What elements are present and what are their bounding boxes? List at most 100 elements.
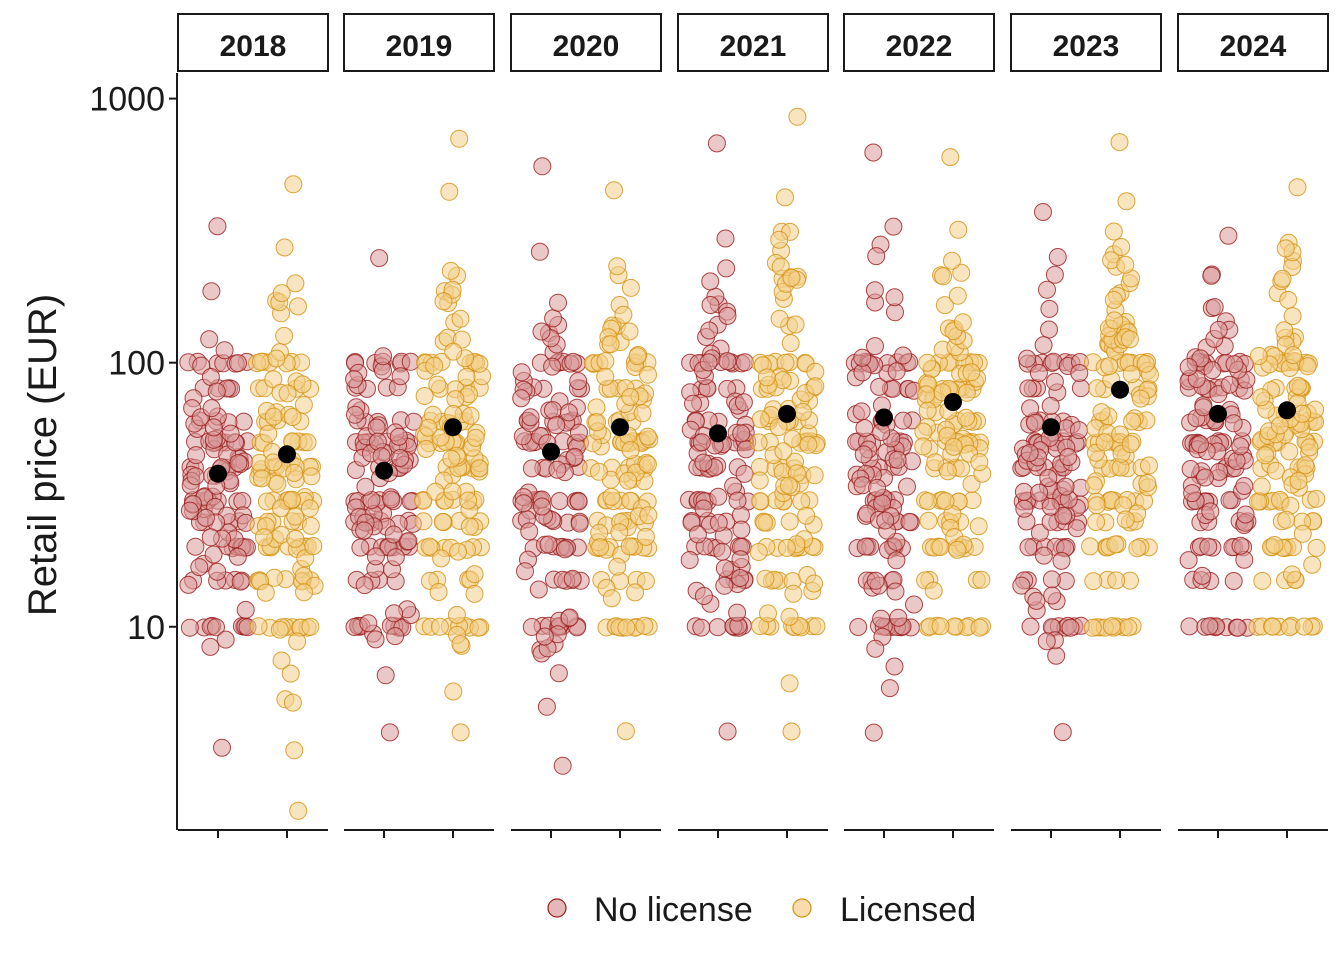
data-point-licensed (425, 356, 444, 375)
data-point-no-license (386, 548, 405, 567)
data-point-no-license (1201, 502, 1220, 521)
data-point-licensed (780, 674, 799, 693)
data-point-licensed (805, 466, 824, 485)
data-point-no-license (894, 346, 912, 365)
facet-panel-2024: 2024 (1177, 13, 1329, 838)
data-point-licensed (626, 583, 645, 602)
data-point-licensed (270, 620, 289, 639)
data-point-no-license (701, 296, 720, 314)
data-point-no-license (699, 353, 718, 372)
data-point-licensed (285, 741, 304, 760)
data-point-no-license (1220, 375, 1239, 394)
data-point-licensed (1252, 388, 1271, 407)
data-point-no-license (1018, 349, 1037, 368)
data-point-no-license (1034, 546, 1053, 565)
data-point-licensed (460, 517, 479, 536)
data-point-licensed (774, 442, 793, 461)
data-point-licensed (781, 334, 800, 353)
data-point-licensed (1088, 379, 1107, 398)
data-point-no-license (1047, 646, 1066, 665)
data-point-licensed (298, 433, 317, 452)
data-point-no-license (196, 508, 215, 527)
data-point-no-license (732, 424, 751, 443)
data-point-licensed (970, 618, 989, 637)
data-point-no-license (570, 514, 589, 533)
data-point-licensed (619, 471, 638, 490)
data-point-licensed (1138, 474, 1157, 492)
mean-dot-no-license (542, 442, 560, 461)
data-point-licensed (948, 540, 967, 559)
data-point-no-license (366, 547, 385, 566)
data-point-licensed (278, 384, 297, 403)
data-point-no-license (1179, 358, 1198, 376)
data-point-licensed (621, 441, 640, 459)
data-point-no-license (866, 639, 885, 658)
data-point-no-license (700, 321, 719, 340)
data-point-licensed (1120, 330, 1139, 349)
data-point-licensed (451, 309, 470, 328)
data-point-licensed (596, 367, 615, 386)
data-point-no-license (389, 427, 408, 446)
data-point-no-license (376, 666, 395, 685)
data-point-no-license (221, 424, 240, 443)
data-point-licensed (783, 429, 802, 448)
data-point-no-license (1231, 437, 1250, 456)
data-point-no-license (1183, 484, 1202, 503)
data-point-no-license (374, 347, 393, 366)
data-point-no-license (399, 532, 418, 551)
data-point-licensed (924, 581, 943, 600)
data-point-no-license (1034, 336, 1053, 355)
data-point-no-license (732, 520, 751, 539)
mean-dot-licensed (1111, 380, 1129, 399)
legend-label-no-license: No license (594, 891, 753, 929)
data-point-licensed (1252, 477, 1271, 496)
data-point-licensed (1087, 513, 1106, 531)
data-point-licensed (943, 251, 961, 270)
data-point-licensed (254, 528, 273, 547)
data-point-licensed (1116, 255, 1135, 274)
data-point-licensed (1104, 222, 1123, 241)
data-point-licensed (1095, 433, 1114, 452)
data-point-no-license (1231, 536, 1250, 555)
data-point-no-license (1194, 398, 1213, 417)
data-point-no-license (384, 525, 403, 544)
data-point-licensed (465, 565, 484, 584)
data-point-no-license (885, 288, 904, 307)
facet-strip (843, 13, 995, 72)
data-point-no-license (866, 571, 885, 590)
data-point-no-license (215, 341, 234, 360)
data-point-licensed (614, 305, 633, 324)
data-point-licensed (469, 618, 488, 637)
data-point-licensed (451, 723, 470, 742)
data-point-no-license (385, 604, 403, 623)
data-point-no-license (213, 738, 231, 757)
data-point-licensed (1283, 565, 1301, 584)
data-point-no-license (1041, 497, 1060, 516)
data-point-no-license (1014, 482, 1033, 501)
data-point-licensed (1116, 510, 1135, 529)
data-point-licensed (294, 395, 313, 414)
data-point-no-license (692, 433, 711, 452)
data-point-no-license (684, 394, 702, 413)
data-point-no-license (544, 309, 563, 328)
data-point-licensed (1289, 471, 1308, 490)
data-point-licensed (1277, 510, 1296, 529)
data-point-licensed (470, 459, 489, 478)
mean-dot-licensed (278, 445, 296, 464)
data-point-no-license (563, 569, 582, 588)
data-point-licensed (601, 335, 620, 354)
data-point-no-license (382, 490, 401, 509)
facet-strip (1177, 13, 1329, 72)
data-point-no-license (186, 537, 205, 556)
data-point-licensed (616, 722, 635, 741)
data-point-no-license (186, 467, 205, 486)
data-point-licensed (917, 385, 936, 404)
facet-label: 2023 (1053, 30, 1120, 63)
data-point-licensed (782, 722, 801, 741)
data-point-licensed (1092, 403, 1111, 422)
data-point-licensed (1131, 389, 1150, 408)
data-point-no-license (548, 460, 567, 479)
data-point-no-license (1191, 435, 1209, 454)
data-point-licensed (283, 693, 302, 712)
data-point-licensed (1303, 555, 1322, 574)
